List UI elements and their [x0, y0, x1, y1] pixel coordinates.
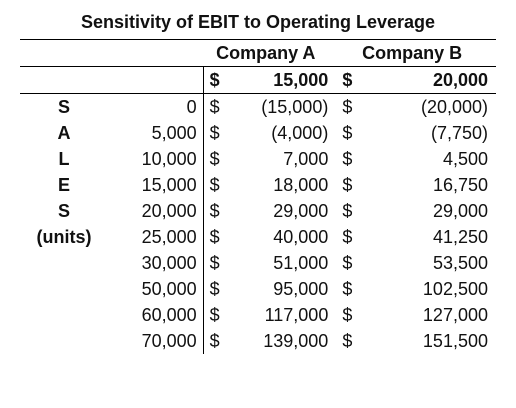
- side-label: S: [58, 201, 71, 221]
- company-b-ebit-cell: 127,000: [422, 305, 488, 325]
- company-b-header: Company B: [328, 39, 496, 67]
- units-cell: 15,000: [141, 175, 197, 195]
- header-row: Company A Company B: [20, 39, 496, 67]
- dollar-sign: $: [342, 201, 353, 221]
- company-b-ebit-cell: 29,000: [432, 201, 488, 221]
- company-b-fixed-value: 20,000: [369, 66, 496, 94]
- fixed-cost-row: $ 15,000 $ 20,000: [20, 66, 496, 94]
- side-label: [20, 276, 108, 302]
- header-spacer: [108, 66, 204, 94]
- table-title: Sensitivity of EBIT to Operating Leverag…: [80, 12, 436, 32]
- company-b-ebit-cell: 102,500: [422, 279, 488, 299]
- units-cell: 20,000: [141, 201, 197, 221]
- table-row: S 20,000 $29,000 $29,000: [20, 198, 496, 224]
- company-a-fixed-value: 15,000: [229, 66, 329, 94]
- company-a-ebit-cell: 95,000: [273, 279, 329, 299]
- dollar-sign: $: [202, 276, 230, 302]
- dollar-sign: $: [342, 279, 353, 299]
- units-cell: 10,000: [141, 149, 197, 169]
- dollar-sign: $: [342, 227, 353, 247]
- side-label: A: [57, 123, 71, 143]
- side-label: [20, 250, 108, 276]
- company-a-ebit-cell: 51,000: [273, 253, 329, 273]
- company-b-ebit-cell: 41,250: [432, 227, 488, 247]
- company-a-ebit-cell: 117,000: [264, 305, 329, 325]
- table-row: L 10,000 $7,000 $4,500: [20, 146, 496, 172]
- dollar-sign: $: [342, 175, 353, 195]
- units-cell: 5,000: [151, 123, 197, 143]
- dollar-sign: $: [342, 331, 353, 351]
- dollar-sign: $: [202, 93, 230, 120]
- units-cell: 70,000: [141, 331, 197, 351]
- units-cell: 50,000: [141, 279, 197, 299]
- side-label: S: [58, 97, 71, 117]
- dollar-sign: $: [202, 146, 230, 172]
- company-a-ebit-cell: 139,000: [263, 331, 329, 351]
- company-b-ebit-cell: (7,750): [430, 123, 488, 143]
- table-row: 30,000 $51,000 $53,500: [20, 250, 496, 276]
- dollar-sign: $: [202, 250, 230, 276]
- company-b-ebit-cell: 16,750: [432, 175, 488, 195]
- table-row: 50,000 $95,000 $102,500: [20, 276, 496, 302]
- units-cell: 60,000: [141, 305, 197, 325]
- dollar-sign: $: [202, 66, 230, 94]
- dollar-sign: $: [202, 224, 230, 250]
- header-spacer: [20, 39, 109, 67]
- side-label: L: [58, 149, 70, 169]
- company-a-ebit-cell: 29,000: [273, 201, 329, 221]
- company-b-ebit-cell: 4,500: [442, 149, 488, 169]
- dollar-sign: $: [342, 305, 353, 325]
- company-a-ebit-cell: (15,000): [261, 97, 329, 117]
- sensitivity-table: Company A Company B $ 15,000 $ 20,000 S 0…: [20, 39, 496, 354]
- table-row: E 15,000 $18,000 $16,750: [20, 172, 496, 198]
- company-a-ebit-cell: 40,000: [273, 227, 329, 247]
- dollar-sign: $: [328, 66, 370, 94]
- company-b-ebit-cell: (20,000): [420, 97, 488, 117]
- header-spacer: [20, 66, 109, 94]
- dollar-sign: $: [202, 198, 230, 224]
- units-cell: 0: [186, 97, 197, 117]
- dollar-sign: $: [202, 120, 230, 146]
- table-row: (units) 25,000 $40,000 $41,250: [20, 224, 496, 250]
- dollar-sign: $: [202, 328, 230, 354]
- sensitivity-table-container: Sensitivity of EBIT to Operating Leverag…: [20, 8, 496, 354]
- table-row: S 0 $ (15,000) $ (20,000): [20, 93, 496, 120]
- side-label: (units): [36, 227, 92, 247]
- units-cell: 25,000: [141, 227, 197, 247]
- company-a-ebit-cell: (4,000): [271, 123, 329, 143]
- table-row: 60,000 $117,000 $127,000: [20, 302, 496, 328]
- side-label: E: [58, 175, 71, 195]
- table-row: A 5,000 $ (4,000) $ (7,750): [20, 120, 496, 146]
- company-a-header: Company A: [203, 39, 329, 67]
- dollar-sign: $: [342, 97, 353, 117]
- side-label: [20, 328, 108, 354]
- dollar-sign: $: [342, 253, 353, 273]
- dollar-sign: $: [202, 302, 230, 328]
- dollar-sign: $: [342, 123, 353, 143]
- side-label: [20, 302, 108, 328]
- dollar-sign: $: [202, 172, 230, 198]
- company-a-ebit-cell: 7,000: [283, 149, 329, 169]
- dollar-sign: $: [342, 149, 353, 169]
- table-row: 70,000 $139,000 $151,500: [20, 328, 496, 354]
- company-b-ebit-cell: 53,500: [432, 253, 488, 273]
- header-spacer: [108, 39, 204, 67]
- company-a-ebit-cell: 18,000: [273, 175, 329, 195]
- company-b-ebit-cell: 151,500: [422, 331, 488, 351]
- units-cell: 30,000: [141, 253, 197, 273]
